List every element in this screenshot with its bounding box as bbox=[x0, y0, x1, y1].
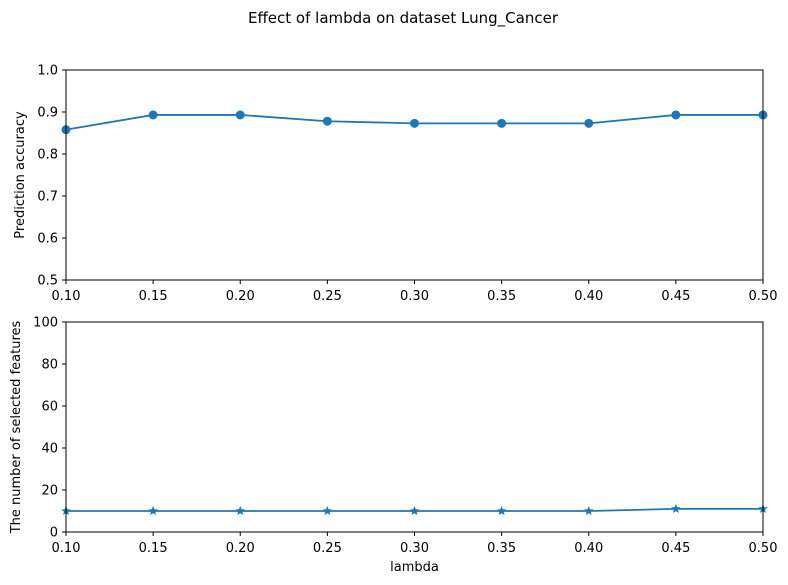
data-point-marker bbox=[235, 110, 245, 120]
data-point-marker bbox=[148, 506, 158, 516]
y-tick-label: 0.6 bbox=[37, 232, 58, 247]
data-point-marker bbox=[409, 506, 420, 516]
subplot-1: 0.10 0.15 0.20 0.25 0.30 0.35 0.40 0.45 0.50 0.5 0… bbox=[13, 64, 777, 305]
data-point-marker bbox=[497, 118, 507, 128]
y-tick-label: 40 bbox=[41, 442, 58, 457]
subplot-2: 0.10 0.15 0.20 0.25 0.30 0.35 0.40 0.45 0.50 0 20 4… bbox=[9, 316, 777, 576]
y-tick-label: 1.0 bbox=[37, 64, 58, 79]
y-tick-label: 100 bbox=[33, 316, 58, 331]
data-point-marker bbox=[322, 506, 333, 516]
y-axis-label: The number of selected features bbox=[9, 320, 24, 534]
y-tick-label: 20 bbox=[41, 484, 58, 499]
y-tick-label: 0.8 bbox=[37, 148, 58, 163]
data-point-marker bbox=[148, 110, 158, 120]
figure-suptitle: Effect of lambda on dataset Lung_Cancer bbox=[248, 9, 559, 28]
x-tick-label: 0.15 bbox=[139, 289, 168, 304]
axes-frame bbox=[65, 321, 764, 533]
data-point-marker bbox=[584, 118, 594, 128]
x-tick-label: 0.20 bbox=[226, 289, 255, 304]
x-axis-label: lambda bbox=[390, 560, 439, 575]
x-tick-label: 0.45 bbox=[661, 541, 690, 556]
data-point-marker bbox=[410, 118, 419, 128]
x-tick-label: 0.10 bbox=[52, 541, 81, 556]
y-axis-label: Prediction accuracy bbox=[13, 111, 28, 239]
data-point-marker bbox=[671, 110, 681, 120]
y-tick-label: 0.5 bbox=[37, 274, 58, 289]
x-tick-label: 0.35 bbox=[487, 289, 516, 304]
x-tick-label: 0.35 bbox=[487, 541, 516, 556]
y-tick-label: 0 bbox=[50, 526, 58, 541]
x-tick-label: 0.30 bbox=[400, 541, 429, 556]
x-tick-label: 0.50 bbox=[749, 541, 778, 556]
y-tick-label: 0.7 bbox=[37, 190, 58, 205]
x-tick-label: 0.30 bbox=[400, 289, 429, 304]
data-point-marker bbox=[496, 506, 507, 516]
data-point-marker bbox=[322, 116, 332, 126]
x-tick-label: 0.10 bbox=[52, 289, 81, 304]
x-tick-label: 0.20 bbox=[226, 541, 255, 556]
data-point-marker bbox=[235, 506, 246, 516]
data-point-marker bbox=[583, 506, 594, 516]
x-tick-label: 0.25 bbox=[313, 541, 342, 556]
axes-frame bbox=[65, 69, 764, 281]
x-tick-label: 0.40 bbox=[574, 289, 603, 304]
x-tick-label: 0.25 bbox=[313, 289, 342, 304]
y-tick-label: 80 bbox=[41, 358, 58, 373]
x-tick-label: 0.40 bbox=[574, 541, 603, 556]
subplots: 0.10 0.15 0.20 0.25 0.30 0.35 0.40 0.45 0.500.50… bbox=[9, 64, 777, 576]
x-tick-label: 0.45 bbox=[661, 289, 690, 304]
y-tick-label: 60 bbox=[41, 400, 58, 415]
y-tick-label: 0.9 bbox=[37, 106, 58, 121]
x-tick-label: 0.15 bbox=[139, 541, 168, 556]
x-tick-label: 0.50 bbox=[749, 289, 778, 304]
data-point-marker bbox=[671, 503, 681, 513]
